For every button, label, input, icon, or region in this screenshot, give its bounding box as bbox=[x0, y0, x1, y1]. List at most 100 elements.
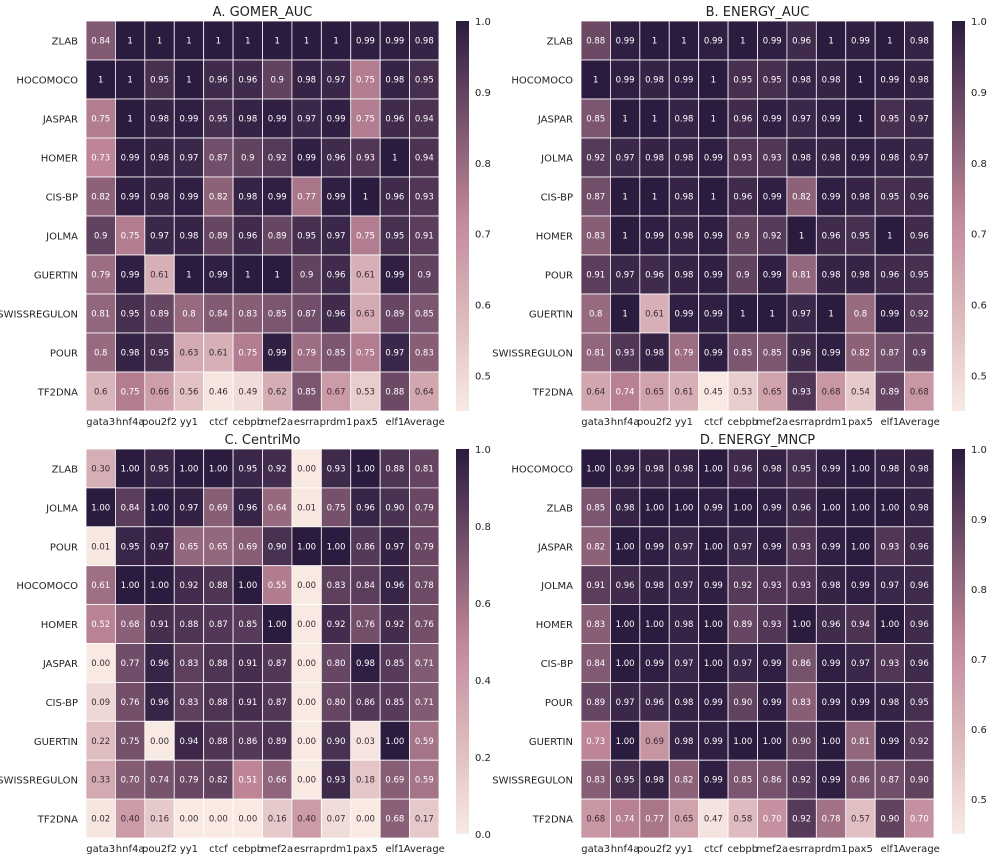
heatmap-cell bbox=[610, 254, 641, 295]
cell-value-label: 0.88 bbox=[209, 581, 228, 591]
cell-value-label: 0.79 bbox=[179, 776, 198, 786]
heatmap-cell bbox=[610, 371, 641, 412]
heatmap-cell bbox=[409, 215, 440, 256]
cell-value-label: 1.00 bbox=[792, 620, 811, 630]
colorbar-tick-label: 0.4 bbox=[475, 676, 491, 687]
cell-value-label: 0.89 bbox=[385, 310, 404, 320]
cell-value-label: 0.83 bbox=[586, 620, 605, 630]
cell-value-label: 0.99 bbox=[822, 349, 841, 359]
heatmap-cell bbox=[173, 487, 205, 528]
cell-value-label: 0.9 bbox=[241, 154, 255, 164]
heatmap-cell bbox=[85, 20, 116, 61]
cell-value-label: 0.99 bbox=[616, 76, 635, 86]
heatmap-cell bbox=[904, 176, 935, 217]
cell-value-label: 0.99 bbox=[268, 349, 287, 359]
cell-value-label: 0.86 bbox=[356, 542, 375, 552]
heatmap-cell bbox=[610, 682, 641, 722]
column-label-pou2f2: pou2f2 bbox=[637, 417, 672, 428]
cell-value-label: 0.82 bbox=[674, 776, 693, 786]
cell-value-label: 1.00 bbox=[851, 542, 870, 552]
cell-value-label: 0.93 bbox=[415, 193, 434, 203]
heatmap-cell bbox=[904, 798, 935, 839]
cell-value-label: 1.00 bbox=[763, 737, 782, 747]
cell-value-label: 0.99 bbox=[704, 698, 723, 708]
heatmap-cell bbox=[232, 215, 263, 256]
cell-value-label: 0.96 bbox=[822, 232, 841, 242]
cell-value-label: 0.00 bbox=[297, 776, 316, 786]
heatmap-cell bbox=[668, 682, 700, 722]
heatmap-cell bbox=[904, 565, 935, 606]
cell-value-label: 1.00 bbox=[616, 737, 635, 747]
row-label-zlab: ZLAB bbox=[547, 37, 573, 48]
cell-value-label: 0.84 bbox=[121, 503, 140, 513]
heatmap-cell bbox=[815, 487, 847, 528]
cell-value-label: 0.90 bbox=[385, 503, 404, 513]
heatmap-cell bbox=[786, 604, 817, 644]
cell-value-label: 1 bbox=[622, 232, 627, 242]
cell-value-label: 0.9 bbox=[736, 232, 750, 242]
heatmap-cell bbox=[698, 759, 729, 800]
cell-value-label: 0.83 bbox=[792, 698, 811, 708]
cell-value-label: 0.09 bbox=[91, 698, 110, 708]
colorbar-tick-label: 0.6 bbox=[971, 725, 987, 736]
cell-value-label: 0.99 bbox=[674, 76, 693, 86]
heatmap-cell bbox=[610, 448, 641, 489]
heatmap-cell bbox=[203, 98, 234, 139]
cell-value-label: 1 bbox=[186, 76, 191, 86]
cell-value-label: 0.71 bbox=[415, 659, 434, 669]
cell-value-label: 0.83 bbox=[327, 581, 346, 591]
heatmap-cell bbox=[786, 176, 817, 217]
cell-value-label: 0.93 bbox=[792, 388, 811, 398]
row-label-cis-bp: CIS-BP bbox=[541, 193, 573, 204]
column-label-pax5: pax5 bbox=[353, 417, 378, 428]
cell-value-label: 0.96 bbox=[238, 232, 257, 242]
heatmap-cell bbox=[757, 643, 788, 683]
heatmap-cell bbox=[610, 215, 641, 256]
cell-value-label: 0.99 bbox=[763, 542, 782, 552]
cell-value-label: 0.92 bbox=[733, 581, 752, 591]
heatmap-cell bbox=[786, 293, 817, 334]
heatmap-cell bbox=[874, 98, 905, 139]
cell-value-label: 0.88 bbox=[179, 620, 198, 630]
cell-value-label: 0.87 bbox=[880, 349, 899, 359]
column-label-gata3: gata3 bbox=[86, 417, 115, 428]
cell-value-label: 0.89 bbox=[268, 232, 287, 242]
cell-value-label: 0.01 bbox=[91, 542, 110, 552]
cell-value-label: 0.91 bbox=[415, 232, 434, 242]
cell-value-label: 0.99 bbox=[851, 698, 870, 708]
cell-value-label: 0.69 bbox=[645, 737, 664, 747]
cell-value-label: 0.98 bbox=[851, 271, 870, 281]
colorbar-tick-label: 0.9 bbox=[971, 515, 987, 526]
cell-value-label: 0.96 bbox=[880, 271, 899, 281]
heatmap-cell bbox=[350, 604, 381, 644]
row-label-homer: HOMER bbox=[41, 154, 78, 165]
column-label-yy1: yy1 bbox=[675, 417, 693, 428]
cell-value-label: 0.97 bbox=[179, 503, 198, 513]
cell-value-label: 0.92 bbox=[910, 310, 929, 320]
heatmap-cell bbox=[815, 798, 847, 839]
heatmap-cell bbox=[757, 798, 788, 839]
column-label-pax5: pax5 bbox=[353, 844, 378, 855]
cell-value-label: 1 bbox=[711, 76, 716, 86]
cell-value-label: 0.96 bbox=[645, 271, 664, 281]
cell-value-label: 0.99 bbox=[763, 37, 782, 47]
heatmap-cell bbox=[639, 448, 670, 489]
cell-value-label: 0.98 bbox=[674, 737, 693, 747]
heatmap-cell bbox=[668, 371, 700, 412]
heatmap-cell bbox=[262, 448, 293, 489]
heatmap-cell bbox=[173, 332, 205, 373]
heatmap-cell bbox=[786, 98, 817, 139]
cell-value-label: 0.64 bbox=[415, 388, 434, 398]
cell-value-label: 0.65 bbox=[645, 388, 664, 398]
cell-value-label: 0.98 bbox=[297, 76, 316, 86]
cell-value-label: 0.73 bbox=[91, 154, 110, 164]
cell-value-label: 0.92 bbox=[792, 776, 811, 786]
cell-value-label: 1.00 bbox=[822, 503, 841, 513]
heatmap-cell bbox=[115, 643, 146, 683]
cell-value-label: 0.92 bbox=[268, 154, 287, 164]
cell-value-label: 0.59 bbox=[415, 737, 434, 747]
heatmap-cell bbox=[379, 59, 410, 100]
colorbar-tick-label: 0.0 bbox=[475, 830, 491, 841]
heatmap-cell bbox=[350, 643, 381, 683]
column-label-yy1: yy1 bbox=[180, 417, 198, 428]
